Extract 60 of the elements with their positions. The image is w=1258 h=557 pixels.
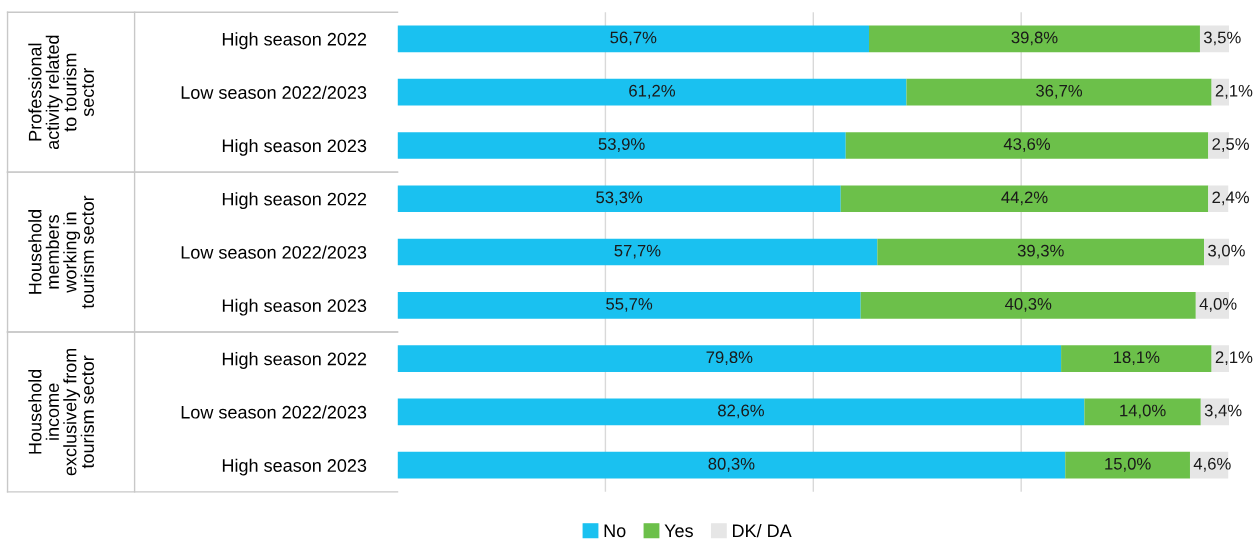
- data-label: 3,0%: [1208, 244, 1245, 259]
- data-label: 80,3%: [708, 457, 755, 472]
- data-label: 61,2%: [629, 84, 676, 99]
- data-label: 4,0%: [1199, 298, 1237, 312]
- y-tick-label: High season 2023: [222, 298, 367, 316]
- y-tick-label: High season 2023: [222, 138, 367, 156]
- data-label: 55,7%: [606, 298, 653, 312]
- legend-label: DK/ DA: [733, 523, 792, 538]
- data-label: 15,0%: [1105, 457, 1151, 472]
- data-label: 39,8%: [1011, 31, 1058, 46]
- data-label: 56,7%: [610, 31, 657, 46]
- data-label: 53,3%: [596, 191, 643, 206]
- y-tick-label: Low season 2022/2023: [181, 405, 367, 419]
- bar: [397, 25, 870, 53]
- data-label: 2,5%: [1212, 138, 1249, 152]
- bar: [397, 132, 846, 159]
- data-label: 44,2%: [1001, 191, 1048, 206]
- bar: [1065, 451, 1190, 479]
- bar: [397, 398, 1085, 426]
- y-tick-label: Low season 2022/2023: [181, 245, 367, 259]
- data-label: 39,3%: [1017, 244, 1064, 259]
- bar: [1061, 345, 1212, 372]
- data-label: 3,4%: [1204, 404, 1242, 419]
- bar: [840, 185, 1209, 213]
- bar: [877, 238, 1205, 266]
- legend-label: No: [604, 524, 626, 538]
- data-label: 40,3%: [1005, 298, 1052, 312]
- data-label: 2,4%: [1212, 191, 1249, 206]
- data-label: 2,1%: [1215, 351, 1253, 366]
- text: Household members working in tourism sector: [28, 195, 94, 309]
- data-label: 82,6%: [718, 404, 764, 419]
- data-label: 36,7%: [1036, 84, 1083, 99]
- data-label: 3,5%: [1203, 31, 1241, 46]
- bar: [397, 78, 907, 106]
- data-label: 18,1%: [1113, 351, 1160, 366]
- data-label: 57,7%: [614, 244, 661, 259]
- legend-label: Yes: [664, 524, 693, 538]
- bar: [397, 451, 1066, 479]
- bar: [1084, 398, 1201, 426]
- bar: [845, 132, 1209, 159]
- data-label: 4,6%: [1193, 457, 1231, 472]
- text: Household income exclusively from tourism sector: [28, 348, 94, 476]
- bar: [397, 238, 878, 266]
- bar: [397, 185, 841, 213]
- y-tick-label: High season 2022: [222, 192, 367, 210]
- data-label: 53,9%: [598, 138, 645, 152]
- bar: [860, 292, 1196, 319]
- y-tick-label: High season 2023: [222, 458, 367, 476]
- data-label: 79,8%: [706, 351, 753, 366]
- bar: [397, 345, 1062, 372]
- text: Professional activity related to tourism sector: [28, 35, 94, 150]
- y-tick-label: Low season 2022/2023: [181, 85, 367, 99]
- data-label: 14,0%: [1120, 404, 1166, 419]
- data-label: 43,6%: [1003, 138, 1051, 152]
- bar: [869, 25, 1200, 53]
- y-tick-label: High season 2022: [222, 352, 367, 369]
- data-label: 2,1%: [1215, 84, 1253, 99]
- bar: [397, 292, 861, 319]
- bar: [906, 78, 1212, 106]
- y-tick-label: High season 2022: [222, 32, 367, 50]
